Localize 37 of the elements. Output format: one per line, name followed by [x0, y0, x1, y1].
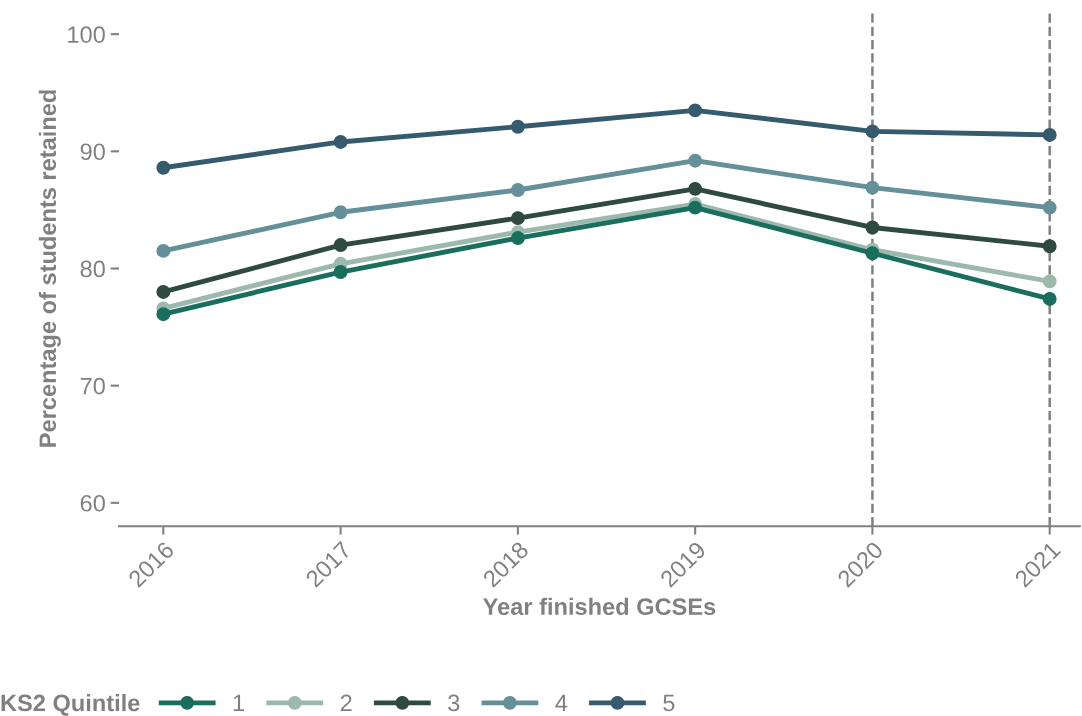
y-tick-label: 100: [68, 26, 105, 43]
point: [333, 265, 348, 279]
point: [865, 220, 880, 235]
y-tick-label: 90: [80, 143, 105, 161]
x-axis-title: Year finished GCSEs: [483, 597, 716, 616]
y-tick-label: 60: [80, 494, 105, 512]
point: [510, 119, 525, 134]
y-tick-label: 70: [80, 377, 105, 395]
point: [688, 103, 703, 118]
legend-title: KS2 Quintile: [1, 693, 140, 716]
legend-label: 2: [340, 694, 352, 712]
point: [688, 153, 703, 168]
point: [156, 307, 171, 322]
point: [333, 205, 348, 220]
point: [1042, 127, 1057, 142]
point: [156, 243, 171, 258]
point: [1042, 239, 1057, 254]
point: [333, 238, 348, 253]
legend-label: 5: [663, 694, 675, 712]
point: [510, 231, 525, 245]
point: [333, 135, 348, 149]
point: [156, 160, 171, 175]
legend-label: 4: [555, 694, 568, 712]
point: [510, 211, 525, 226]
point: [1042, 274, 1057, 289]
point: [865, 180, 880, 195]
point: [688, 181, 703, 196]
y-tick-label: 80: [80, 260, 105, 278]
point: [156, 284, 171, 299]
point: [1042, 292, 1057, 306]
point: [865, 124, 880, 139]
point: [865, 246, 880, 261]
legend-label: 1: [233, 694, 245, 712]
legend-label: 3: [448, 694, 460, 712]
point: [510, 183, 525, 197]
point: [1042, 200, 1057, 215]
y-axis-title: Percentage of students retained: [38, 90, 61, 447]
